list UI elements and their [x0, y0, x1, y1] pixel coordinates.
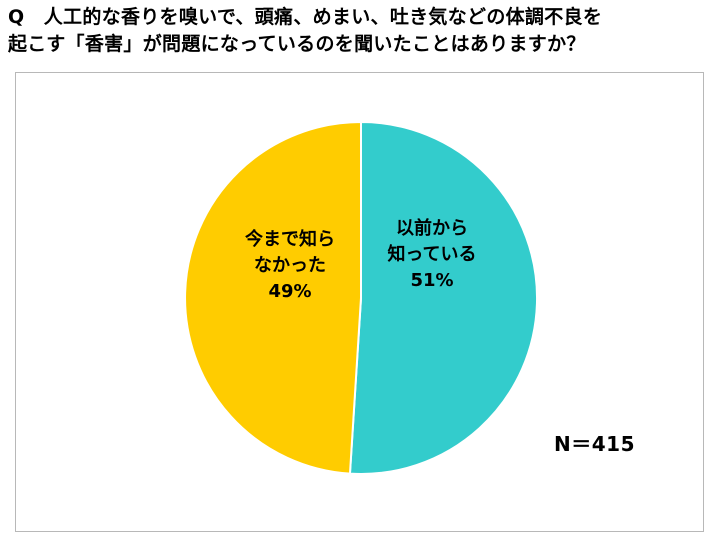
slice-1-category-label-line-1: 以前から [396, 217, 468, 239]
slice-1-value-label: 51% [410, 270, 453, 291]
pie-slice-2 [184, 120, 362, 475]
chart-frame [15, 72, 704, 532]
slice-2-category-label-line-1: 今まで知ら [245, 228, 335, 250]
slice-2-value-label: 49% [268, 281, 311, 302]
question-line-1: Q 人工的な香りを嗅いで、頭痛、めまい、吐き気などの体調不良を [8, 6, 603, 28]
pie-slice-1 [348, 120, 538, 475]
question-title: Q 人工的な香りを嗅いで、頭痛、めまい、吐き気などの体調不良を 起こす「香害」が… [8, 4, 716, 58]
slice-2-category-label-line-2: なかった [254, 255, 326, 276]
slice-1-category-label-line-2: 知っている [387, 243, 476, 265]
sample-size-label: N＝415 [554, 432, 635, 456]
question-line-2: 起こす「香害」が問題になっているのを聞いたことはありますか？ [8, 33, 586, 55]
